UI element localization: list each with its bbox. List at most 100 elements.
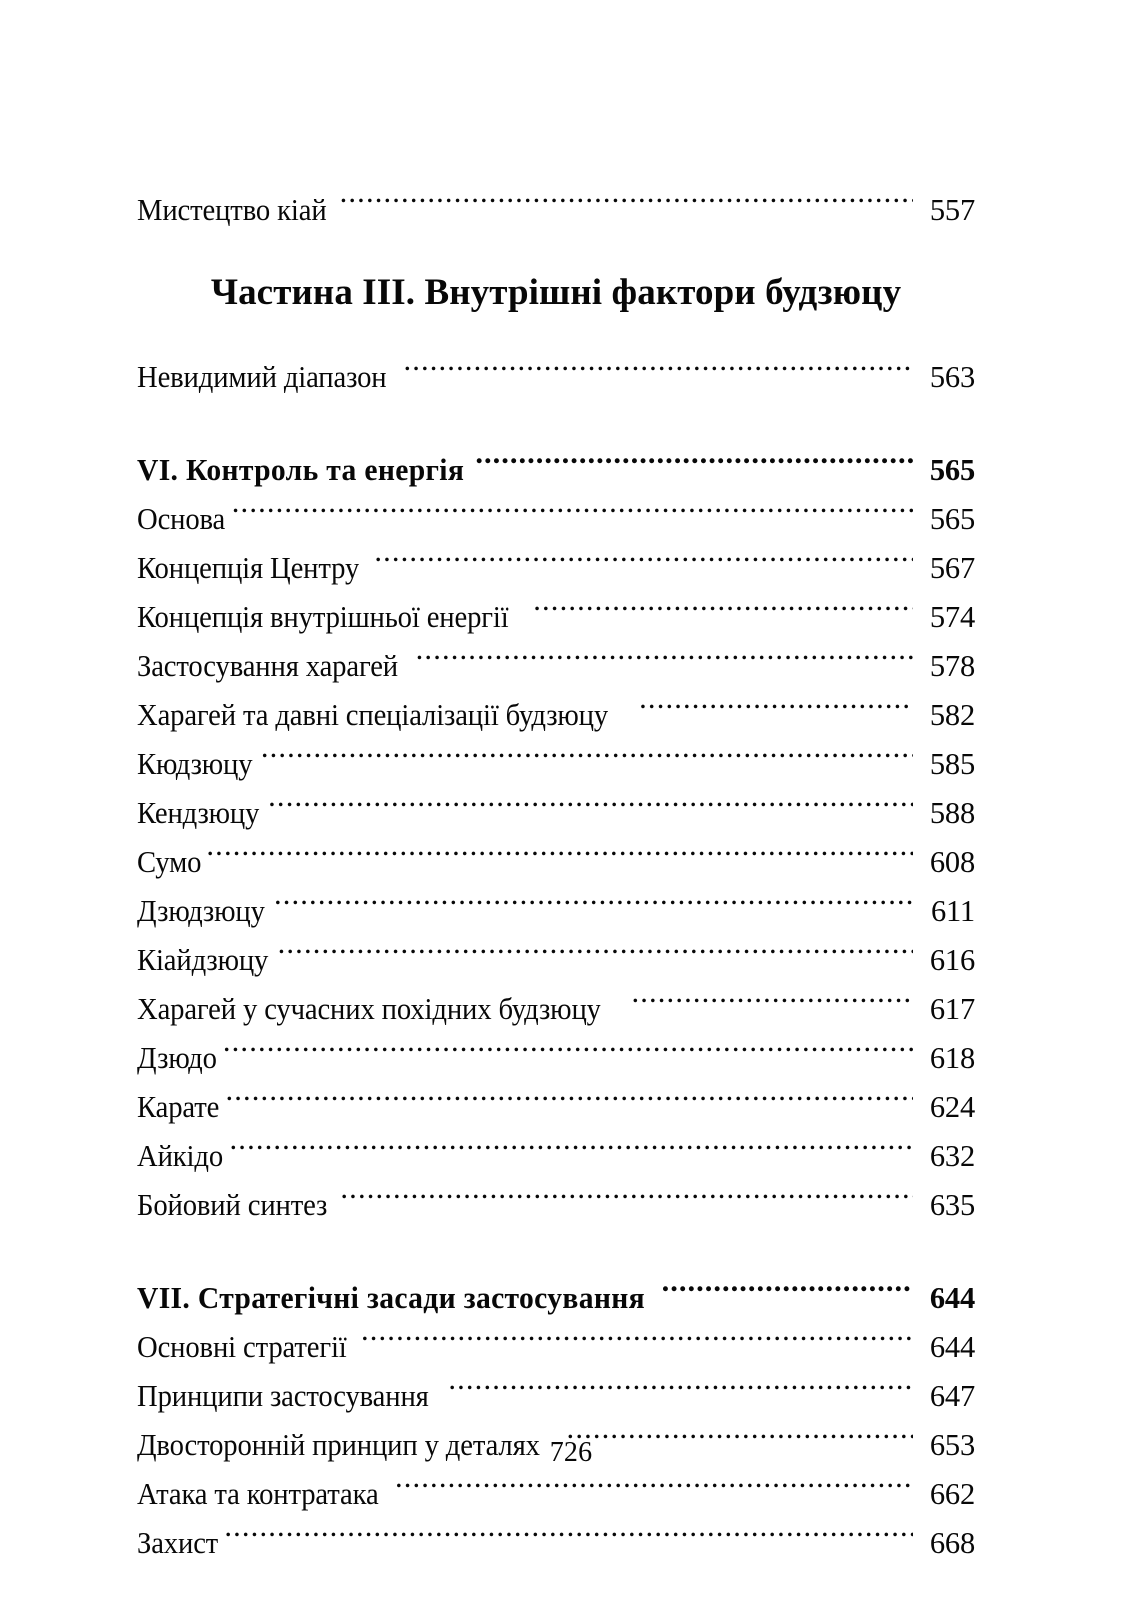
toc-entry-title: Харагей у сучасних похідних будзюцу (137, 992, 601, 1027)
toc-leader-dots (225, 1087, 913, 1118)
toc-leader-dots (475, 450, 913, 481)
page-folio: 726 (549, 1437, 593, 1468)
toc-entry-page: 632 (929, 1139, 975, 1174)
toc-entry-title: Кіайдзюцу (137, 943, 269, 978)
toc-entry-title: Карате (137, 1090, 220, 1125)
toc-section-page: 644 (929, 1281, 975, 1316)
toc-entry-title: Айкідо (137, 1139, 224, 1174)
toc-entry[interactable]: Кендзюцу 588 (137, 789, 975, 838)
toc-entry[interactable]: Основа 565 (137, 495, 975, 544)
toc-entry[interactable]: Захист 668 (137, 1519, 975, 1568)
toc-entry[interactable]: Харагей та давні спеціалізації будзюцу 5… (137, 691, 975, 740)
toc-entry-title: Дзюдо (137, 1041, 217, 1076)
toc-entry-page: 647 (929, 1379, 975, 1414)
toc-entry-page: 608 (929, 845, 975, 880)
toc-entry-title: Харагей та давні спеціалізації будзюцу (137, 698, 609, 733)
toc-entry[interactable]: Двосторонній принцип у деталях 653 (137, 1421, 975, 1470)
toc-leader-dots (533, 597, 913, 628)
toc-section-title: VI. Контроль та енергія (137, 453, 465, 488)
toc-leader-dots (567, 1425, 913, 1456)
part-heading: Частина III. Внутрішні фактори будзюцу (210, 272, 902, 313)
spacer (137, 315, 975, 353)
toc-leader-dots (261, 744, 913, 775)
toc-leader-dots (340, 190, 913, 221)
toc-entry-title: Захист (137, 1526, 219, 1561)
toc-entry-page: 618 (929, 1041, 975, 1076)
toc-entry-title: Основні стратегії (137, 1330, 347, 1365)
toc-entry-page: 635 (929, 1188, 975, 1223)
toc-entry[interactable]: Мистецтво кіай 557 (137, 186, 975, 235)
toc-leader-dots (268, 793, 913, 824)
toc-leader-dots (232, 499, 913, 530)
toc-leader-dots (416, 646, 913, 677)
toc-entry[interactable]: Дзюдзюцу 611 (137, 887, 975, 936)
toc-entry-title: Концепція Центру (137, 551, 360, 586)
toc-entry[interactable]: Дзюдо 618 (137, 1034, 975, 1083)
toc-content: Мистецтво кіай 557 Частина III. Внутрішн… (137, 186, 975, 1615)
toc-entry[interactable]: Карате 624 (137, 1083, 975, 1132)
toc-section: VI. Контроль та енергія 565 Основа 565 К… (137, 446, 975, 1230)
spacer (137, 1568, 975, 1612)
toc-entry-title: Атака та контратака (137, 1477, 379, 1512)
toc-entry-title: Сумо (137, 845, 202, 880)
toc-entry[interactable]: Сумо 608 (137, 838, 975, 887)
toc-entry[interactable]: Айкідо 632 (137, 1132, 975, 1181)
toc-entry[interactable]: Бойовий синтез 635 (137, 1181, 975, 1230)
toc-section-title: VII. Стратегічні засади застосування (137, 1281, 645, 1316)
toc-entry-page: 588 (929, 796, 975, 831)
toc-leader-dots (278, 940, 913, 971)
toc-entry-title: Мистецтво кіай (137, 193, 327, 227)
toc-leader-dots (631, 989, 913, 1020)
toc-section-heading[interactable]: VII. Стратегічні засади застосування 644 (137, 1274, 975, 1323)
toc-entry-page: 567 (929, 551, 975, 586)
toc-entry-page: 578 (929, 649, 975, 684)
toc-entry-page: 585 (929, 747, 975, 782)
toc-leader-dots (448, 1376, 913, 1407)
toc-leader-dots (639, 695, 913, 726)
toc-leader-dots (361, 1327, 913, 1358)
toc-entry[interactable]: Атака та контратака 662 (137, 1470, 975, 1519)
toc-entry[interactable]: Харагей у сучасних похідних будзюцу 617 (137, 985, 975, 1034)
toc-entry[interactable]: Невидимий діапазон 563 (137, 353, 975, 402)
toc-entry-page: 624 (929, 1090, 975, 1125)
toc-entry[interactable]: Кіайдзюцу 616 (137, 936, 975, 985)
toc-leader-dots (395, 1474, 913, 1505)
toc-leader-dots (230, 1136, 913, 1167)
toc-entry-title: Невидимий діапазон (137, 360, 387, 395)
toc-leader-dots (274, 891, 913, 922)
toc-entry-page: 617 (929, 992, 975, 1027)
toc-entry-title: Кендзюцу (137, 796, 260, 831)
toc-leader-dots (223, 1038, 913, 1069)
toc-entry-title: Основа (137, 502, 226, 537)
toc-entry-title: Бойовий синтез (137, 1188, 328, 1223)
toc-entry-page: 557 (929, 193, 975, 227)
toc-entry-page: 668 (929, 1526, 975, 1561)
toc-entry-page: 611 (930, 894, 975, 929)
toc-entry-title: Концепція внутрішньої енергії (137, 600, 509, 635)
toc-entry-page: 574 (929, 600, 975, 635)
toc-entry-page: 662 (929, 1477, 975, 1512)
toc-entry[interactable]: Кюдзюцу 585 (137, 740, 975, 789)
toc-entry-page: 616 (929, 943, 975, 978)
toc-entry[interactable]: Основні стратегії 644 (137, 1323, 975, 1372)
toc-entry[interactable]: Принципи застосування 647 (137, 1372, 975, 1421)
toc-entry[interactable]: Концепція Центру 567 (137, 544, 975, 593)
toc-entry-title: Застосування харагей (137, 649, 398, 684)
toc-entry-title: Принципи застосування (137, 1379, 429, 1414)
toc-leader-dots (403, 357, 913, 388)
toc-leader-dots (206, 842, 913, 873)
spacer (137, 235, 975, 271)
toc-entry-page: 582 (929, 698, 975, 733)
toc-section-heading[interactable]: VI. Контроль та енергія 565 (137, 446, 975, 495)
toc-entry-title: Двосторонній принцип у деталях (137, 1428, 540, 1463)
toc-section-page: 565 (929, 453, 975, 488)
toc-section: VII. Стратегічні засади застосування 644… (137, 1274, 975, 1568)
toc-entry-page: 565 (929, 502, 975, 537)
toc-entry-page: 644 (929, 1330, 975, 1365)
toc-entry[interactable]: Застосування харагей 578 (137, 642, 975, 691)
toc-entry-page: 653 (929, 1428, 975, 1463)
spacer (137, 402, 975, 446)
toc-entry[interactable]: Концепція внутрішньої енергії 574 (137, 593, 975, 642)
spacer (137, 1230, 975, 1274)
toc-entry-title: Дзюдзюцу (137, 894, 265, 929)
